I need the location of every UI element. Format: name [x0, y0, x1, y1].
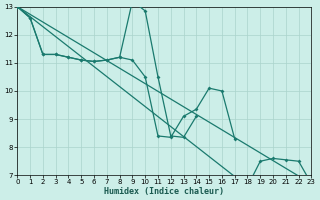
X-axis label: Humidex (Indice chaleur): Humidex (Indice chaleur) [104, 187, 224, 196]
